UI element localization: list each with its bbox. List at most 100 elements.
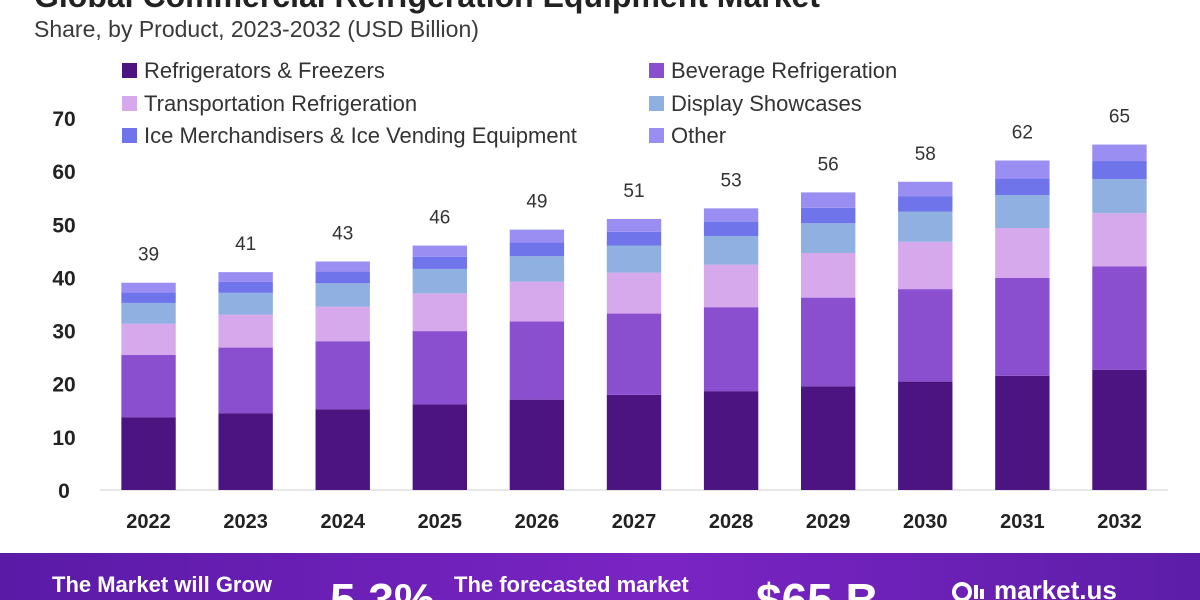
bar-segment bbox=[800, 386, 856, 490]
bar-segment bbox=[606, 245, 662, 273]
x-tick-label: 2025 bbox=[418, 511, 463, 533]
bar-segment bbox=[509, 256, 565, 282]
legend-label: Other bbox=[671, 123, 726, 148]
x-tick-label: 2028 bbox=[709, 511, 754, 533]
legend-swatch bbox=[649, 96, 664, 111]
bar-segment bbox=[218, 272, 273, 282]
x-tick-label: 2023 bbox=[223, 511, 268, 533]
bar-segment bbox=[1092, 144, 1147, 162]
total-label: 65 bbox=[1109, 107, 1130, 128]
bar-segment bbox=[121, 282, 176, 293]
x-tick-label: 2024 bbox=[320, 511, 365, 533]
bar-segment bbox=[218, 281, 273, 293]
footer-brand-text: market.us bbox=[994, 575, 1117, 600]
bar-segment bbox=[121, 292, 176, 303]
legend-label: Ice Merchandisers & Ice Vending Equipmen… bbox=[144, 123, 577, 148]
bar-segment bbox=[412, 331, 468, 405]
bar-segment bbox=[509, 242, 565, 257]
legend-label: Refrigerators & Freezers bbox=[144, 58, 385, 83]
bar-segment bbox=[1092, 266, 1147, 370]
legend: Refrigerators & Freezers Beverage Refrig… bbox=[122, 58, 897, 148]
bar-segment bbox=[1092, 179, 1147, 214]
total-label: 43 bbox=[332, 223, 353, 244]
bar-segment bbox=[315, 271, 370, 284]
bar-segment bbox=[315, 409, 370, 490]
legend-swatch bbox=[122, 128, 137, 143]
bar-segment bbox=[800, 207, 856, 224]
bar-segment bbox=[315, 341, 370, 410]
bar-segment bbox=[509, 321, 565, 400]
total-label: 49 bbox=[526, 192, 547, 213]
total-label: 51 bbox=[623, 181, 644, 202]
total-label: 58 bbox=[915, 144, 936, 165]
legend-label: Display Showcases bbox=[671, 91, 862, 116]
bar-segment bbox=[800, 192, 856, 208]
bar-segment bbox=[703, 307, 759, 392]
bar-segment bbox=[412, 268, 468, 294]
bar-segment bbox=[606, 272, 662, 314]
bar-segment bbox=[800, 252, 856, 298]
total-label: 56 bbox=[818, 154, 839, 175]
y-tick-label: 10 bbox=[52, 427, 75, 450]
bar-segment bbox=[800, 223, 856, 253]
bar-segment bbox=[1092, 213, 1147, 267]
brand-logo-icon bbox=[952, 582, 984, 600]
bar-segment bbox=[218, 314, 273, 348]
bar-segment bbox=[995, 195, 1050, 229]
bar-segment bbox=[703, 221, 759, 236]
bar-segment bbox=[703, 264, 759, 308]
x-tick-label: 2027 bbox=[612, 511, 657, 533]
bar-segment bbox=[1092, 369, 1147, 490]
bar-segment bbox=[121, 355, 176, 418]
y-axis: 0 10 20 30 40 50 60 70 bbox=[52, 108, 1168, 503]
bar-segment bbox=[995, 277, 1050, 376]
bar-segment bbox=[218, 347, 273, 414]
bar-segment bbox=[898, 289, 953, 382]
bar-segment bbox=[509, 229, 565, 243]
y-tick-label: 40 bbox=[52, 267, 75, 290]
bar-segment bbox=[1092, 161, 1147, 180]
bar-segment bbox=[218, 292, 273, 315]
bar-segment bbox=[898, 181, 953, 197]
x-tick-label: 2029 bbox=[806, 511, 851, 533]
bar-segment bbox=[121, 323, 176, 356]
x-axis: 2022 2023 2024 2025 2026 2027 2028 2029 2030 2031… bbox=[126, 511, 1141, 533]
bar-segment bbox=[800, 297, 856, 387]
footer-banner: The Market will Grow 5.3% The forecasted… bbox=[0, 553, 1200, 600]
bar-segment bbox=[606, 394, 662, 490]
bar-segment bbox=[898, 241, 953, 290]
bar-segment bbox=[315, 283, 370, 307]
footer-forecast-text: The forecasted market bbox=[454, 572, 689, 597]
bar-segment bbox=[606, 313, 662, 395]
total-label: 53 bbox=[721, 170, 742, 191]
bar-segment bbox=[315, 306, 370, 342]
bar-segment bbox=[606, 231, 662, 246]
bar-segment bbox=[412, 293, 468, 332]
x-tick-label: 2032 bbox=[1097, 511, 1142, 533]
footer-grow-text: The Market will Grow bbox=[52, 572, 273, 597]
bar-segment bbox=[218, 413, 273, 490]
total-label: 41 bbox=[235, 234, 256, 255]
legend-swatch bbox=[649, 128, 664, 143]
bar-segment bbox=[703, 208, 759, 222]
y-tick-label: 30 bbox=[52, 321, 75, 344]
chart-subtitle: Share, by Product, 2023-2032 (USD Billio… bbox=[34, 16, 479, 42]
bar-segment bbox=[898, 211, 953, 242]
total-label: 62 bbox=[1012, 123, 1033, 144]
legend-swatch bbox=[649, 63, 664, 78]
footer-forecast-value: $65 B bbox=[756, 574, 879, 600]
bar-segment bbox=[412, 404, 468, 490]
total-label: 46 bbox=[429, 208, 450, 229]
bar-segment bbox=[898, 381, 953, 490]
x-tick-label: 2026 bbox=[515, 511, 560, 533]
y-tick-label: 70 bbox=[52, 108, 75, 131]
bar-segment bbox=[121, 417, 176, 490]
total-label: 39 bbox=[138, 245, 159, 266]
x-tick-label: 2030 bbox=[903, 511, 948, 533]
legend-swatch bbox=[122, 96, 137, 111]
footer-cagr-value: 5.3% bbox=[330, 574, 435, 600]
bar-segment bbox=[509, 281, 565, 322]
footer-brand: market.us bbox=[952, 575, 1117, 600]
y-tick-label: 60 bbox=[52, 161, 75, 184]
bar-segment bbox=[412, 245, 468, 257]
